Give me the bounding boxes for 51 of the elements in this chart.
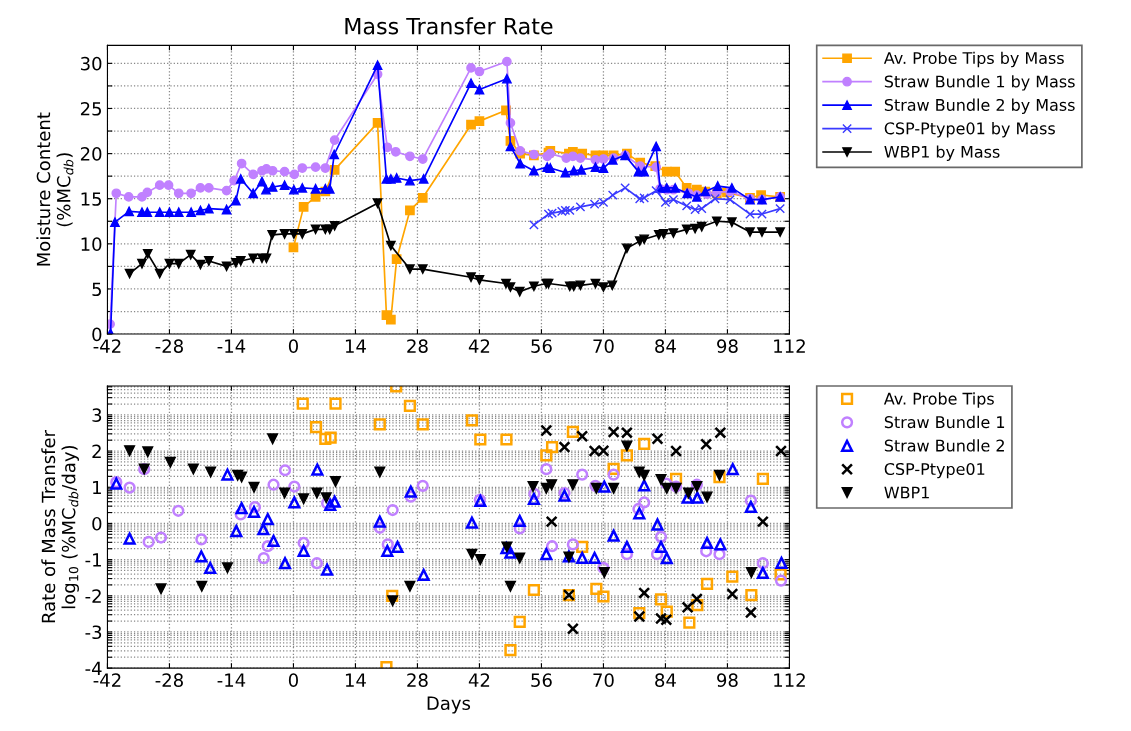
- legend-label: Av. Probe Tips: [883, 392, 994, 408]
- y-axis-title: Moisture Content (%MC$_{db}$): [36, 112, 74, 266]
- x-tick-label: 28: [407, 673, 428, 687]
- x-tick-label: -28: [155, 339, 183, 353]
- y-tick-label: 20: [80, 147, 102, 161]
- x-tick-label: 0: [288, 339, 298, 353]
- x-tick-label: -42: [93, 673, 121, 687]
- legend-label: Straw Bundle 2: [884, 439, 1004, 452]
- y-tick-label: 15: [81, 192, 102, 206]
- y-tick-label: 25: [80, 101, 102, 116]
- x-tick-label: 0: [288, 673, 298, 687]
- chart-title: Mass Transfer Rate: [345, 17, 553, 35]
- y-tick-label: -1: [85, 553, 101, 567]
- legend-label: Straw Bundle 2 by Mass: [884, 98, 1075, 115]
- y-tick-label: 0: [92, 516, 102, 531]
- legend-label: Av. Probe Tips by Mass: [883, 51, 1064, 68]
- y-tick-label: 30: [80, 56, 102, 71]
- x-tick-label: 42: [468, 673, 490, 687]
- legend-label: CSP-Ptype01 by Mass: [884, 122, 1055, 138]
- legend-label: Straw Bundle 1: [884, 415, 1005, 429]
- x-tick-label: -14: [217, 673, 246, 687]
- y-tick-label: 5: [92, 282, 102, 297]
- x-axis-title: Days: [427, 696, 471, 714]
- x-tick-label: 112: [774, 339, 805, 353]
- y-tick-label: 1: [93, 480, 101, 495]
- y-tick-label: -3: [85, 625, 102, 640]
- x-tick-label: -28: [155, 673, 183, 687]
- y-tick-label: 3: [92, 408, 102, 423]
- x-tick-label: 98: [717, 339, 738, 353]
- legend-label: CSP-Ptype01: [884, 462, 985, 479]
- x-tick-label: 84: [655, 339, 676, 353]
- x-tick-label: 98: [717, 673, 738, 687]
- legend-label: WBP1: [884, 486, 929, 499]
- x-tick-label: 70: [593, 339, 614, 353]
- y-tick-label: -2: [85, 589, 101, 603]
- x-tick-label: 84: [655, 673, 676, 687]
- x-tick-label: 28: [407, 339, 428, 353]
- x-tick-label: -14: [217, 339, 246, 353]
- legend-label: Straw Bundle 1 by Mass: [884, 75, 1075, 91]
- y-tick-label: 10: [81, 237, 102, 251]
- x-tick-label: 112: [774, 673, 805, 687]
- x-tick-label: 56: [531, 339, 552, 353]
- x-tick-label: 14: [345, 339, 366, 353]
- x-tick-label: 42: [468, 339, 490, 353]
- y-axis-title: Rate of Mass Transfer log$_{10}$ (%MC$_{db}$/day): [41, 430, 79, 623]
- y-tick-label: 2: [92, 444, 101, 458]
- x-tick-label: 70: [593, 673, 614, 687]
- y-tick-label: -4: [85, 661, 102, 675]
- x-tick-label: 14: [345, 673, 366, 687]
- x-tick-label: 56: [531, 673, 552, 687]
- legend-label: WBP1 by Mass: [884, 145, 1000, 161]
